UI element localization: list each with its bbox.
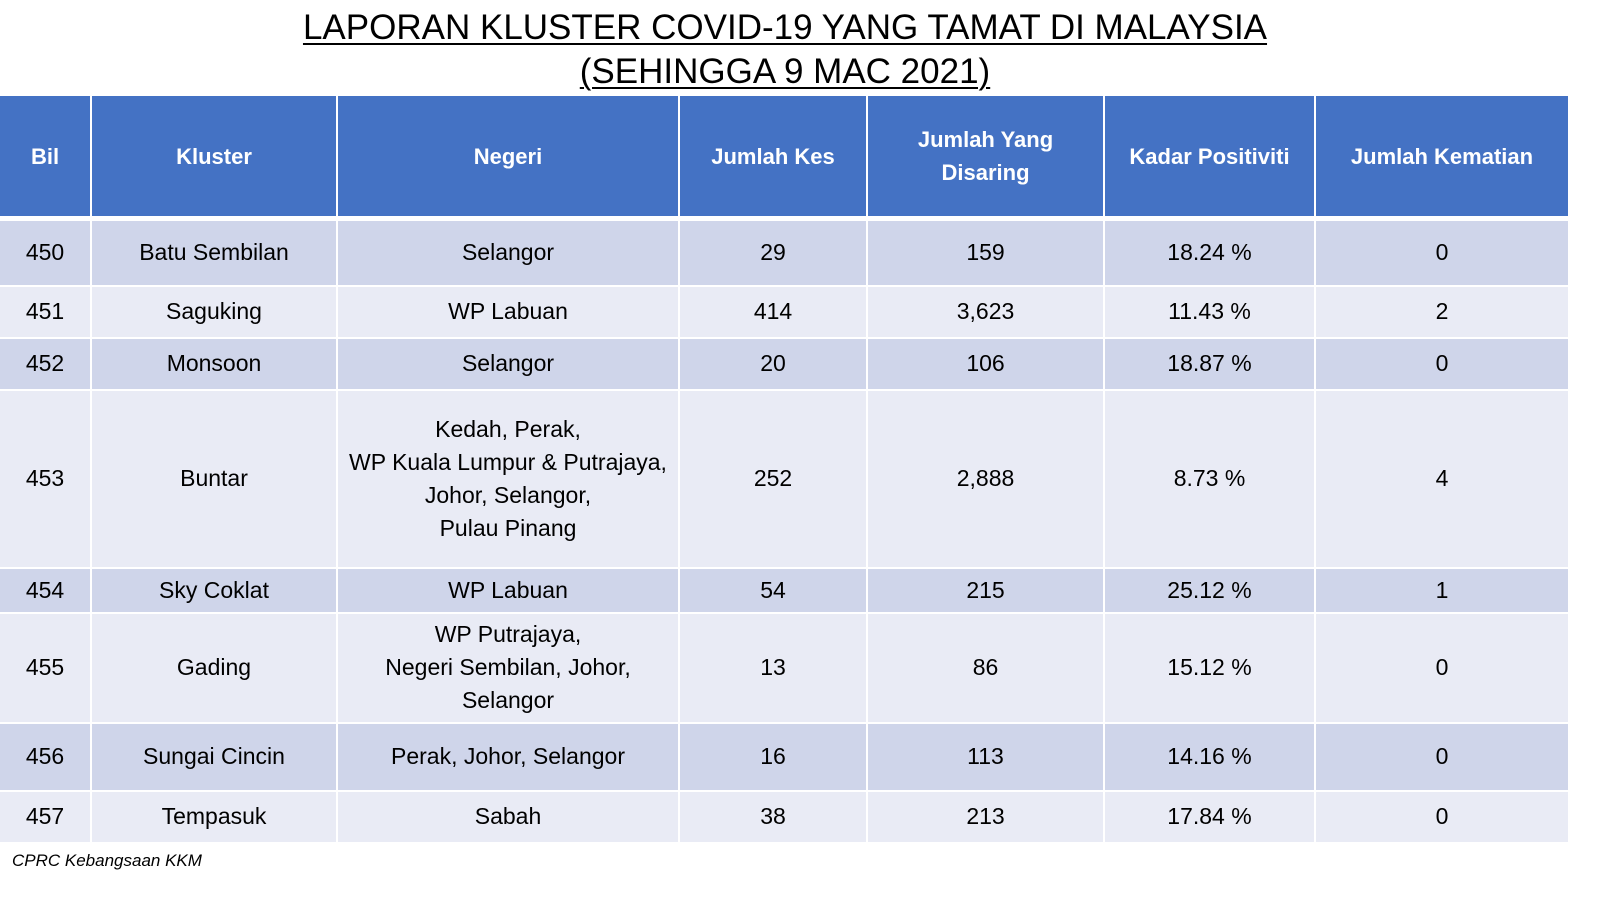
negeri-line: Sabah xyxy=(474,803,542,829)
table-row: 452 Monsoon Selangor 20 106 18.87 % 0 xyxy=(0,337,1568,391)
header-jumlah-disaring: Jumlah Yang Disaring xyxy=(867,96,1105,221)
cell-jumlah-kes: 54 xyxy=(679,567,868,614)
cell-bil: 454 xyxy=(0,567,92,614)
cell-negeri: Selangor xyxy=(337,218,680,287)
cell-jumlah-kes: 16 xyxy=(679,722,868,792)
cell-jumlah-kematian: 0 xyxy=(1315,218,1568,287)
cell-jumlah-kematian: 0 xyxy=(1315,337,1568,391)
negeri-line: Selangor xyxy=(461,350,555,376)
cell-kluster: Sky Coklat xyxy=(91,567,338,614)
cell-jumlah-kes: 38 xyxy=(679,790,868,844)
table-row: 453 Buntar Kedah, Perak, WP Kuala Lumpur & … xyxy=(0,389,1568,569)
header-bil: Bil xyxy=(0,96,92,221)
cell-bil: 455 xyxy=(0,612,92,724)
negeri-line: Selangor xyxy=(461,687,555,713)
negeri-line: WP Putrajaya, xyxy=(434,621,582,647)
cluster-table: Bil Kluster Negeri Jumlah Kes Jumlah Yan… xyxy=(0,96,1568,844)
cell-jumlah-kematian: 4 xyxy=(1315,389,1568,569)
cell-negeri: WP Labuan xyxy=(337,285,680,339)
cell-jumlah-disaring: 106 xyxy=(867,337,1105,391)
cell-negeri: Selangor xyxy=(337,337,680,391)
cell-negeri: Kedah, Perak, WP Kuala Lumpur & Putrajaya… xyxy=(337,389,680,569)
cell-bil: 451 xyxy=(0,285,92,339)
title-line-2: (SEHINGGA 9 MAC 2021) xyxy=(579,52,991,91)
table-header-row: Bil Kluster Negeri Jumlah Kes Jumlah Yan… xyxy=(0,96,1568,221)
cell-kadar-positiviti: 18.87 % xyxy=(1104,337,1316,391)
cell-kadar-positiviti: 15.12 % xyxy=(1104,612,1316,724)
cell-kluster: Buntar xyxy=(91,389,338,569)
negeri-line: Pulau Pinang xyxy=(439,514,577,541)
header-jumlah-disaring-line-2: Disaring xyxy=(941,160,1030,185)
header-kluster: Kluster xyxy=(91,96,338,221)
cell-jumlah-kes: 13 xyxy=(679,612,868,724)
cell-jumlah-kematian: 2 xyxy=(1315,285,1568,339)
cell-jumlah-kematian: 0 xyxy=(1315,790,1568,844)
negeri-line: WP Labuan xyxy=(448,298,568,324)
header-jumlah-kematian: Jumlah Kematian xyxy=(1315,96,1568,221)
cell-kadar-positiviti: 14.16 % xyxy=(1104,722,1316,792)
negeri-line: WP Kuala Lumpur & Putrajaya, xyxy=(349,448,667,475)
cell-kadar-positiviti: 17.84 % xyxy=(1104,790,1316,844)
cell-kluster: Batu Sembilan xyxy=(91,218,338,287)
cell-jumlah-disaring: 3,623 xyxy=(867,285,1105,339)
cell-kluster: Monsoon xyxy=(91,337,338,391)
cell-jumlah-kes: 29 xyxy=(679,218,868,287)
cell-jumlah-kes: 20 xyxy=(679,337,868,391)
cell-kadar-positiviti: 25.12 % xyxy=(1104,567,1316,614)
negeri-line: Negeri Sembilan, Johor, xyxy=(385,654,631,680)
header-jumlah-kes: Jumlah Kes xyxy=(679,96,868,221)
cell-jumlah-kematian: 0 xyxy=(1315,722,1568,792)
cell-bil: 453 xyxy=(0,389,92,569)
cell-kadar-positiviti: 18.24 % xyxy=(1104,218,1316,287)
cell-kluster: Tempasuk xyxy=(91,790,338,844)
table-row: 457 Tempasuk Sabah 38 213 17.84 % 0 xyxy=(0,790,1568,844)
table-row: 451 Saguking WP Labuan 414 3,623 11.43 % 2 xyxy=(0,285,1568,339)
cell-jumlah-kematian: 0 xyxy=(1315,612,1568,724)
cell-jumlah-disaring: 2,888 xyxy=(867,389,1105,569)
cell-jumlah-disaring: 113 xyxy=(867,722,1105,792)
report-title: LAPORAN KLUSTER COVID-19 YANG TAMAT DI M… xyxy=(0,6,1570,94)
cell-bil: 456 xyxy=(0,722,92,792)
cell-negeri: WP Labuan xyxy=(337,567,680,614)
title-line-1: LAPORAN KLUSTER COVID-19 YANG TAMAT DI M… xyxy=(302,8,1268,47)
cell-bil: 457 xyxy=(0,790,92,844)
table-body: 450 Batu Sembilan Selangor 29 159 18.24 % 0 451… xyxy=(0,218,1568,844)
cell-jumlah-kematian: 1 xyxy=(1315,567,1568,614)
table-row: 455 Gading WP Putrajaya, Negeri Sembilan, J… xyxy=(0,612,1568,724)
header-jumlah-disaring-line-1: Jumlah Yang xyxy=(917,127,1054,152)
cell-jumlah-disaring: 213 xyxy=(867,790,1105,844)
cell-negeri: WP Putrajaya, Negeri Sembilan, Johor, Sela… xyxy=(337,612,680,724)
table-row: 454 Sky Coklat WP Labuan 54 215 25.12 % 1 xyxy=(0,567,1568,614)
negeri-line: Perak, Johor, Selangor xyxy=(391,743,625,769)
negeri-line: Kedah, Perak, xyxy=(435,415,581,442)
source-footer: CPRC Kebangsaan KKM xyxy=(12,851,202,870)
negeri-line: WP Labuan xyxy=(448,576,568,603)
cell-bil: 450 xyxy=(0,218,92,287)
header-negeri: Negeri xyxy=(337,96,680,221)
negeri-line: Johor, Selangor, xyxy=(424,481,592,508)
cell-kadar-positiviti: 11.43 % xyxy=(1104,285,1316,339)
cell-kluster: Sungai Cincin xyxy=(91,722,338,792)
cell-negeri: Sabah xyxy=(337,790,680,844)
cell-kluster: Gading xyxy=(91,612,338,724)
table-row: 450 Batu Sembilan Selangor 29 159 18.24 % 0 xyxy=(0,218,1568,287)
negeri-line: Selangor xyxy=(461,239,555,266)
table-row: 456 Sungai Cincin Perak, Johor, Selangor 16… xyxy=(0,722,1568,792)
cell-jumlah-disaring: 159 xyxy=(867,218,1105,287)
cell-kadar-positiviti: 8.73 % xyxy=(1104,389,1316,569)
cell-kluster: Saguking xyxy=(91,285,338,339)
cell-negeri: Perak, Johor, Selangor xyxy=(337,722,680,792)
cell-jumlah-disaring: 215 xyxy=(867,567,1105,614)
cell-jumlah-kes: 414 xyxy=(679,285,868,339)
cell-jumlah-disaring: 86 xyxy=(867,612,1105,724)
cell-bil: 452 xyxy=(0,337,92,391)
cell-jumlah-kes: 252 xyxy=(679,389,868,569)
header-kadar-positiviti: Kadar Positiviti xyxy=(1104,96,1316,221)
